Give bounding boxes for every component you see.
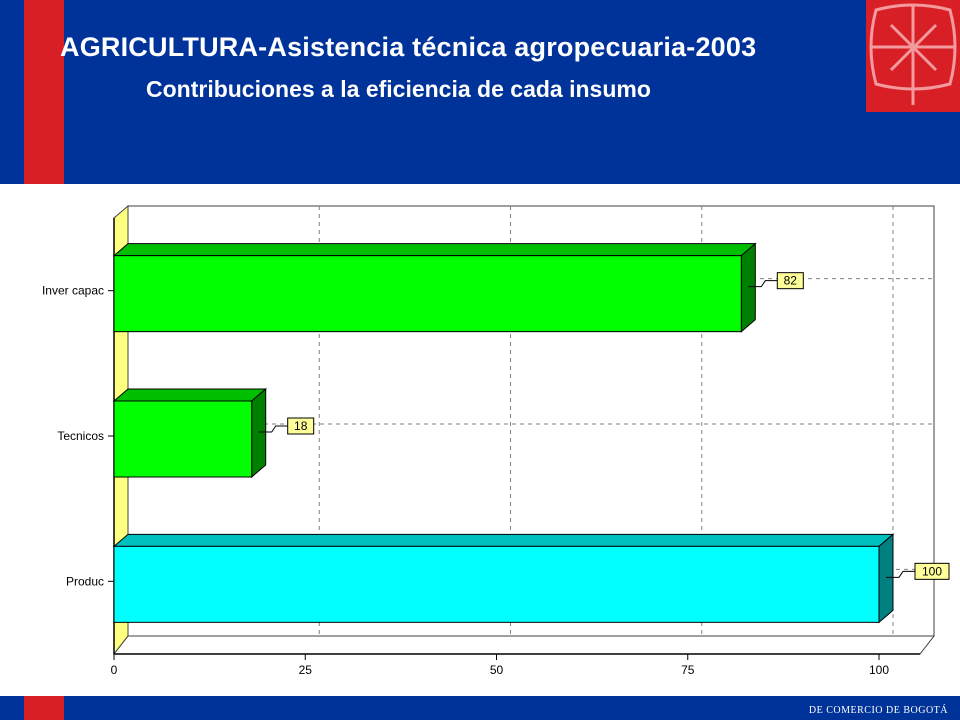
data-label-leader xyxy=(258,425,288,433)
bar-chart: 82 18 100 0 25 50 75 100 Inver capac Tecnicos Pro… xyxy=(42,204,950,677)
data-label: 100 xyxy=(922,564,942,578)
page-title: AGRICULTURA-Asistencia técnica agropecua… xyxy=(60,32,757,62)
footer-text: DE COMERCIO DE BOGOTÁ xyxy=(808,705,948,716)
bar xyxy=(113,255,742,333)
x-tick-label: 50 xyxy=(490,663,504,677)
x-tick-label: 25 xyxy=(299,663,313,677)
bar-side-face xyxy=(740,242,756,333)
bar-top-face xyxy=(112,533,895,547)
y-tick-label: Inver capac xyxy=(42,284,104,298)
logo xyxy=(866,0,960,112)
bar-top-face xyxy=(112,243,757,257)
bar xyxy=(113,545,880,623)
chart-floor xyxy=(112,635,936,655)
data-label-box xyxy=(914,562,950,580)
x-tick-label: 0 xyxy=(111,663,118,677)
x-tick-label: 75 xyxy=(681,663,695,677)
bar xyxy=(113,400,253,478)
bar-top-face xyxy=(112,388,268,402)
data-label-leader xyxy=(748,280,778,288)
y-tick-label: Tecnicos xyxy=(57,429,104,443)
data-label: 82 xyxy=(784,274,798,288)
data-label-leader xyxy=(886,570,915,578)
logo-pattern-icon xyxy=(869,3,957,105)
y-tick-label: Produc xyxy=(66,574,104,588)
bar-side-face xyxy=(251,387,267,479)
x-tick-label: 100 xyxy=(869,663,889,677)
data-label: 18 xyxy=(294,419,308,433)
data-label-box xyxy=(287,417,315,435)
page-subtitle: Contribuciones a la eficiencia de cada i… xyxy=(146,76,651,102)
bar-side-face xyxy=(878,533,894,624)
data-label-box xyxy=(776,272,804,290)
chart-panel: 82 18 100 0 25 50 75 100 Inver capac Tecnicos Pro… xyxy=(0,184,960,696)
